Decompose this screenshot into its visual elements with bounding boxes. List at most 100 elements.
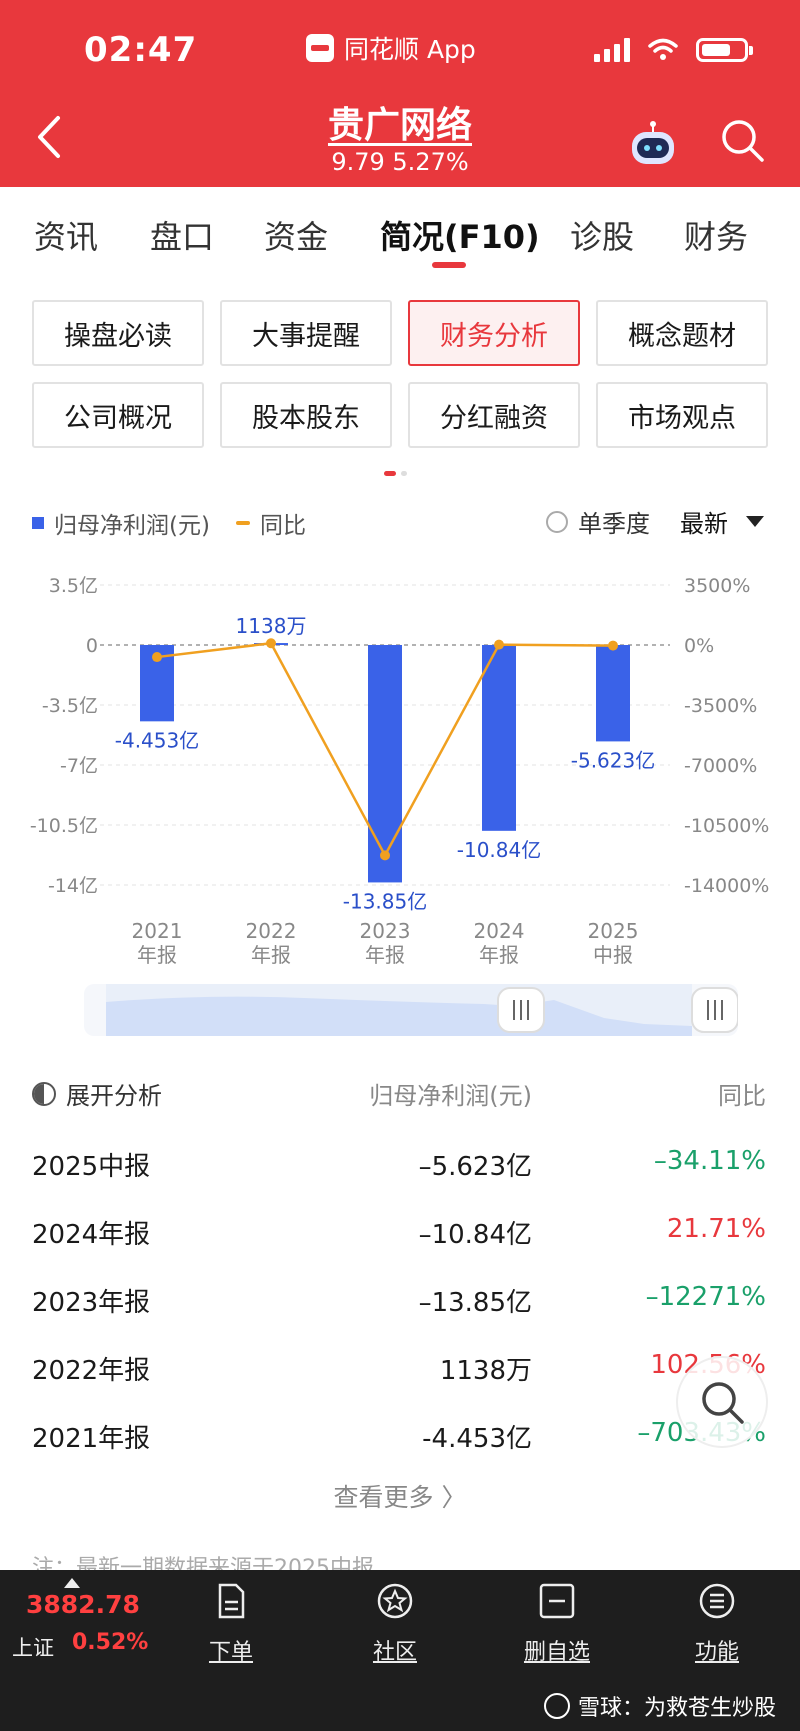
wifi-icon bbox=[648, 38, 678, 60]
back-icon[interactable] bbox=[30, 112, 70, 162]
pie-chart-icon bbox=[32, 1081, 56, 1106]
radio-icon[interactable] bbox=[546, 510, 568, 533]
status-icons bbox=[594, 38, 753, 62]
range-slider[interactable] bbox=[84, 984, 738, 1036]
nav-community[interactable]: 社区 bbox=[340, 1582, 450, 1666]
x-tick-label: 2021 bbox=[132, 919, 183, 943]
y-left-tick: -7亿 bbox=[60, 755, 98, 777]
expand-analysis-button[interactable]: 展开分析 bbox=[32, 1076, 162, 1111]
nav-remove-watchlist[interactable]: 删自选 bbox=[502, 1582, 612, 1666]
menu-icon bbox=[699, 1583, 735, 1619]
bar bbox=[596, 645, 630, 742]
row-yoy: –12271% bbox=[645, 1282, 766, 1312]
row-profit: –5.623亿 bbox=[418, 1152, 532, 1182]
yoy-point bbox=[494, 639, 504, 650]
y-right-tick: 0% bbox=[684, 635, 714, 657]
watermark-text: 雪球：为救苍生炒股 bbox=[577, 1696, 776, 1721]
stock-quote: 9.79 5.27% bbox=[331, 148, 469, 176]
view-more-link[interactable]: 查看更多 〉 bbox=[333, 1483, 467, 1512]
row-period: 2021年报 bbox=[32, 1424, 151, 1454]
tab-diagnose[interactable]: 诊股 bbox=[570, 218, 635, 256]
yoy-point bbox=[608, 640, 618, 651]
stock-name[interactable]: 贵广网络 bbox=[327, 105, 472, 146]
nav-remove-watchlist-label: 删自选 bbox=[523, 1640, 590, 1665]
status-time: 02:47 bbox=[84, 30, 198, 70]
grid-button-dividends[interactable]: 分红融资 bbox=[408, 382, 580, 448]
y-left-tick: 3.5亿 bbox=[49, 575, 98, 597]
index-value[interactable]: 3882.78 bbox=[26, 1590, 140, 1619]
x-tick-label: 中报 bbox=[593, 943, 633, 967]
legend-series1: 归母净利润(元) bbox=[54, 513, 210, 539]
community-star-icon bbox=[377, 1583, 413, 1619]
single-quarter-toggle[interactable]: 单季度 bbox=[546, 504, 650, 539]
row-period: 2024年报 bbox=[32, 1220, 151, 1250]
tab-funds[interactable]: 资金 bbox=[264, 218, 329, 256]
table-row[interactable]: 2025中报 –5.623亿 –34.11% bbox=[0, 1146, 800, 1206]
order-icon bbox=[218, 1583, 245, 1619]
grid-button-market-views[interactable]: 市场观点 bbox=[596, 382, 768, 448]
nav-order[interactable]: 下单 bbox=[176, 1582, 286, 1666]
table-row[interactable]: 2021年报 -4.453亿 –703.43% bbox=[0, 1418, 800, 1478]
tab-market[interactable]: 盘口 bbox=[150, 218, 215, 256]
y-right-tick: -10500% bbox=[684, 815, 769, 837]
signal-icon bbox=[594, 38, 630, 62]
robot-assistant-icon[interactable] bbox=[628, 118, 678, 168]
grid-button-shareholders[interactable]: 股本股东 bbox=[220, 382, 392, 448]
single-quarter-label: 单季度 bbox=[578, 510, 650, 538]
dropdown-triangle-icon bbox=[746, 516, 764, 527]
bar-data-label: 1138万 bbox=[236, 614, 307, 638]
bar bbox=[482, 645, 516, 831]
tab-f10[interactable]: 简况(F10) bbox=[380, 218, 540, 256]
row-profit: -4.453亿 bbox=[422, 1424, 532, 1454]
grid-button-trading-guide[interactable]: 操盘必读 bbox=[32, 300, 204, 366]
y-right-tick: 3500% bbox=[684, 575, 750, 597]
legend-bar-swatch bbox=[32, 517, 44, 529]
latest-label: 最新 bbox=[680, 510, 728, 538]
floating-search-button[interactable] bbox=[676, 1356, 768, 1448]
bar-data-label: -5.623亿 bbox=[571, 748, 655, 772]
magnifier-icon bbox=[702, 1382, 744, 1424]
grid-button-company-profile[interactable]: 公司概况 bbox=[32, 382, 204, 448]
y-left-tick: -10.5亿 bbox=[30, 815, 98, 837]
bar bbox=[368, 645, 402, 883]
table-row[interactable]: 2023年报 –13.85亿 –12271% bbox=[0, 1282, 800, 1342]
nav-functions-label: 功能 bbox=[694, 1640, 739, 1665]
yoy-point bbox=[266, 638, 276, 649]
app-name-pill: 同花顺 App bbox=[306, 30, 476, 66]
app-logo-icon bbox=[306, 34, 334, 62]
app-name: 同花顺 App bbox=[344, 35, 476, 64]
grid-button-financial-analysis[interactable]: 财务分析 bbox=[408, 300, 580, 366]
row-profit: –13.85亿 bbox=[418, 1288, 532, 1318]
index-up-arrow-icon bbox=[64, 1578, 80, 1588]
grid-button-concepts[interactable]: 概念题材 bbox=[596, 300, 768, 366]
row-yoy: 21.71% bbox=[666, 1214, 766, 1244]
watermark: 雪球：为救苍生炒股 bbox=[543, 1690, 776, 1722]
index-percent: 0.52% bbox=[72, 1630, 149, 1655]
table-row[interactable]: 2024年报 –10.84亿 21.71% bbox=[0, 1214, 800, 1274]
y-right-tick: -3500% bbox=[684, 695, 757, 717]
search-icon[interactable] bbox=[718, 116, 766, 164]
y-right-tick: -14000% bbox=[684, 875, 769, 897]
slider-handle-right bbox=[691, 987, 738, 1033]
bar-data-label: -10.84亿 bbox=[457, 838, 541, 862]
bottom-bar: 3882.78 上证 0.52% 下单 社区 删自选 功能 bbox=[0, 1570, 800, 1731]
tab-bar: 资讯 盘口 资金 简况(F10) 诊股 财务 bbox=[0, 200, 800, 270]
x-tick-label: 2024 bbox=[474, 919, 525, 943]
nav-community-label: 社区 bbox=[372, 1640, 417, 1665]
yoy-point bbox=[380, 850, 390, 861]
tab-news[interactable]: 资讯 bbox=[34, 218, 99, 256]
column-header-yoy: 同比 bbox=[718, 1082, 766, 1110]
slider-handle-left bbox=[497, 987, 545, 1033]
x-tick-label: 年报 bbox=[251, 943, 291, 967]
grid-button-events[interactable]: 大事提醒 bbox=[220, 300, 392, 366]
yoy-point bbox=[152, 652, 162, 663]
row-period: 2022年报 bbox=[32, 1356, 151, 1386]
row-yoy: –34.11% bbox=[653, 1146, 766, 1176]
column-header-profit: 归母净利润(元) bbox=[369, 1082, 532, 1110]
y-left-tick: 0 bbox=[86, 635, 98, 657]
nav-functions[interactable]: 功能 bbox=[662, 1582, 772, 1666]
latest-dropdown[interactable]: 最新 bbox=[680, 504, 764, 539]
row-period: 2023年报 bbox=[32, 1288, 151, 1318]
tab-finance[interactable]: 财务 bbox=[684, 218, 749, 256]
legend-line-swatch bbox=[235, 521, 250, 525]
